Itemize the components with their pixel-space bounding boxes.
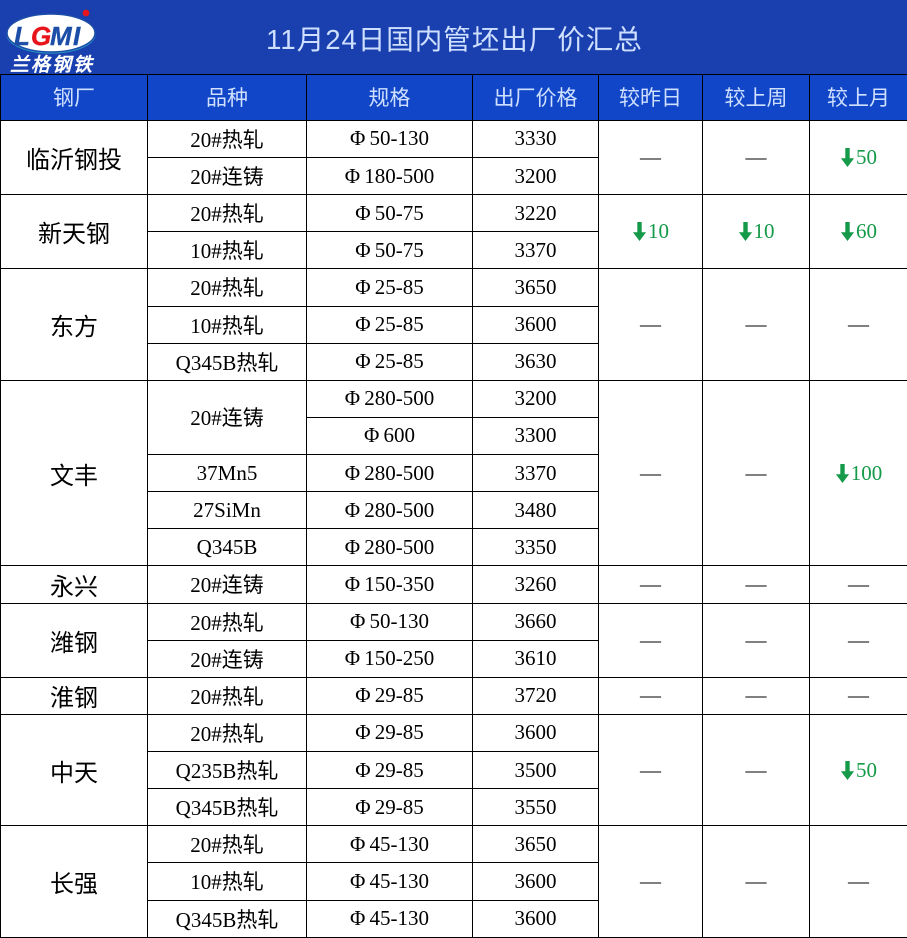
svg-text:I: I [73,21,81,51]
svg-text:L: L [14,21,30,51]
svg-text:G: G [31,21,51,51]
svg-text:M: M [50,21,73,51]
